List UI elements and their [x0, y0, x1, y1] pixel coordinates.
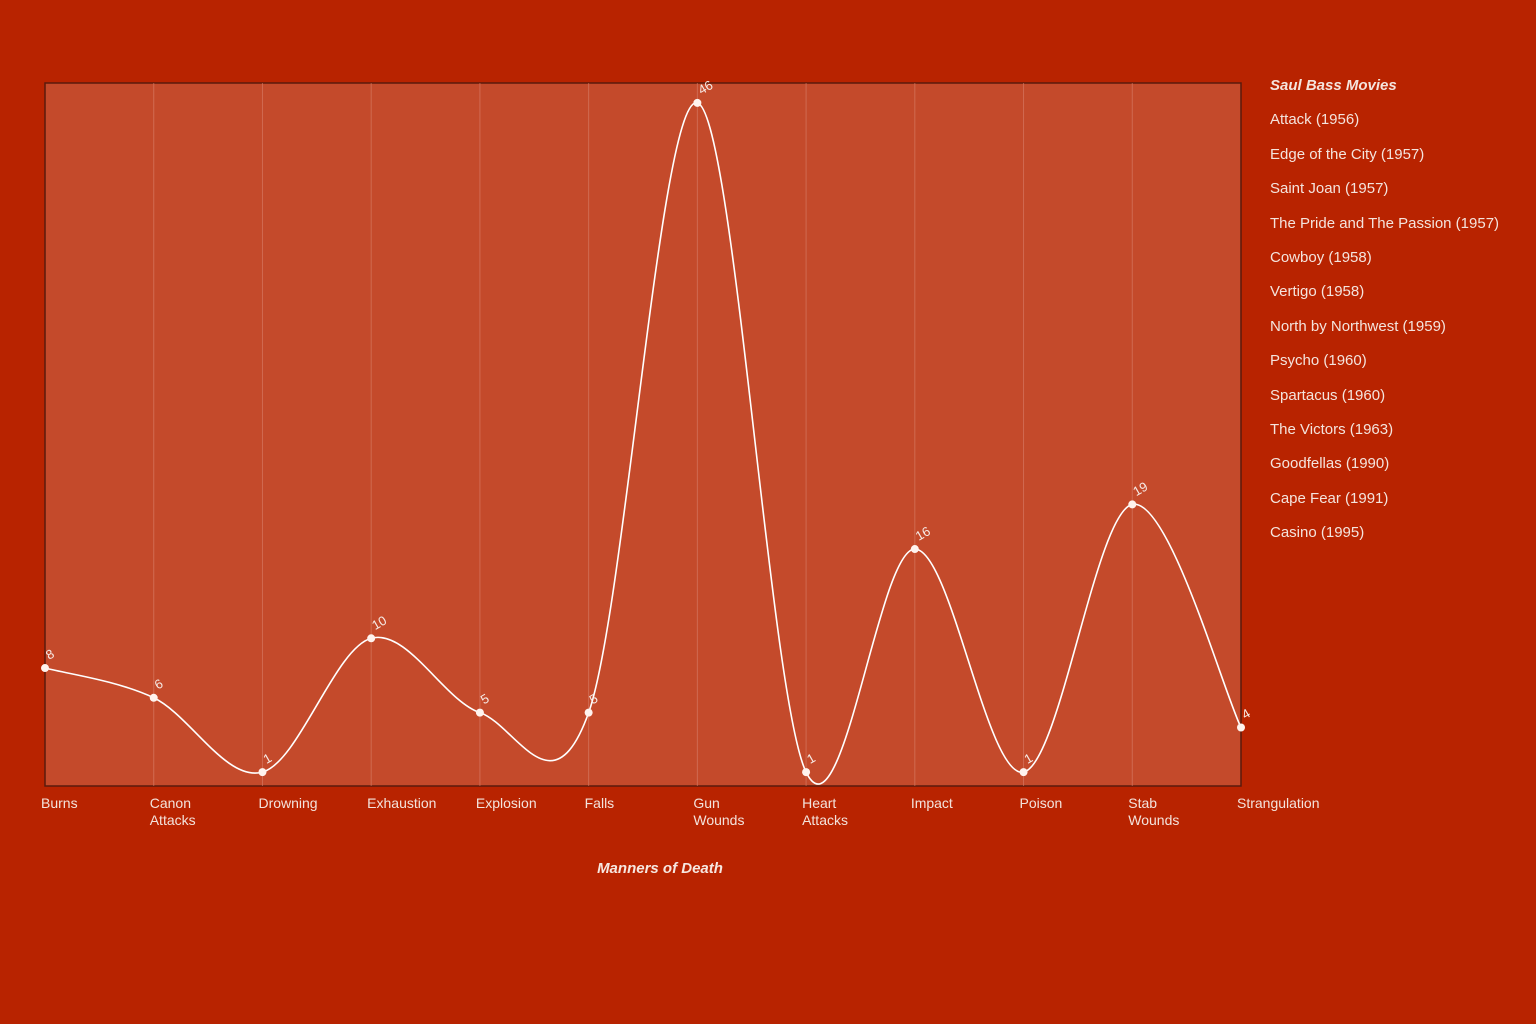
legend-item[interactable]: Casino (1995): [1270, 524, 1365, 542]
x-tick-label: Gun Wounds: [693, 795, 744, 828]
legend-item[interactable]: Vertigo (1958): [1270, 283, 1365, 301]
gridlines: [153, 83, 1133, 786]
data-point[interactable]: [910, 545, 919, 554]
legend-item[interactable]: The Victors (1963): [1270, 420, 1394, 438]
x-tick-label: Heart Attacks: [802, 795, 848, 828]
x-tick-label: Canon Attacks: [150, 795, 196, 828]
data-points: [41, 98, 1245, 777]
data-point[interactable]: [41, 664, 49, 673]
x-tick-label: Drowning: [258, 795, 317, 811]
legend-item[interactable]: Attack (1956): [1270, 111, 1360, 129]
legend-item[interactable]: Cape Fear (1991): [1270, 489, 1389, 507]
data-point[interactable]: [584, 708, 593, 717]
data-point[interactable]: [367, 634, 376, 643]
x-tick-labels: Burns Canon Attacks Drowning Exhaustion Explo…: [41, 795, 1320, 828]
legend-item[interactable]: Goodfellas (1990): [1270, 455, 1390, 473]
data-label: 46: [695, 77, 715, 97]
series-line: [44, 102, 1242, 785]
data-point[interactable]: [1237, 723, 1245, 732]
x-tick-label: Falls: [585, 795, 615, 811]
plot-area: [44, 82, 1242, 787]
x-tick-label: Burns: [41, 795, 78, 811]
data-point[interactable]: [1128, 500, 1137, 509]
legend-item[interactable]: North by Northwest (1959): [1270, 317, 1446, 335]
legend-item[interactable]: Edge of the City (1957): [1270, 145, 1425, 163]
x-tick-label: Explosion: [476, 795, 537, 811]
x-tick-label: Strangulation: [1237, 795, 1320, 811]
data-label: 16: [913, 523, 933, 543]
data-point[interactable]: [149, 693, 158, 702]
data-label: 19: [1130, 479, 1150, 499]
data-point[interactable]: [258, 768, 267, 777]
x-tick-label: Exhaustion: [367, 795, 436, 811]
legend-title: Saul Bass Movies: [1270, 77, 1397, 94]
data-point[interactable]: [1019, 768, 1028, 777]
data-point[interactable]: [802, 768, 811, 777]
x-tick-label: Poison: [1020, 795, 1063, 811]
legend: Saul Bass Movies Attack (1956) Edge of th…: [1270, 76, 1532, 557]
legend-item[interactable]: Psycho (1960): [1270, 352, 1367, 370]
legend-item[interactable]: The Pride and The Passion (1957): [1270, 214, 1500, 232]
data-point[interactable]: [475, 708, 484, 717]
data-point[interactable]: [693, 98, 702, 107]
x-axis-title: Manners of Death: [597, 860, 723, 877]
data-label: 10: [369, 613, 389, 633]
legend-item[interactable]: Spartacus (1960): [1270, 386, 1386, 404]
legend-item[interactable]: Cowboy (1958): [1270, 248, 1372, 266]
x-tick-label: Impact: [911, 795, 953, 811]
legend-items: Attack (1956) Edge of the City (1957) Sain…: [1270, 110, 1532, 557]
legend-item[interactable]: Saint Joan (1957): [1270, 180, 1389, 198]
x-tick-label: Stab Wounds: [1128, 795, 1179, 828]
